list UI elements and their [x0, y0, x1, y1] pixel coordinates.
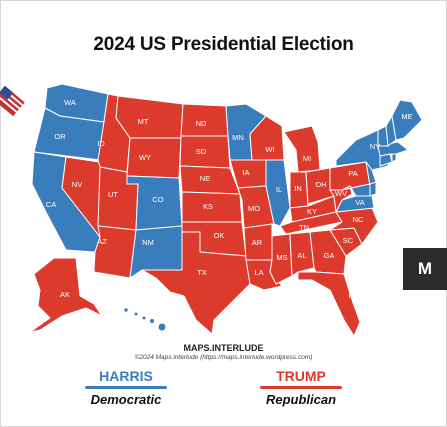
label-IN: IN	[294, 184, 302, 193]
label-GA: GA	[324, 251, 335, 260]
label-TN: TN	[299, 223, 309, 232]
label-MO: MO	[248, 204, 260, 213]
label-IA: IA	[242, 168, 249, 177]
label-OH: OH	[315, 180, 326, 189]
label-NM: NM	[142, 238, 154, 247]
label-MI: MI	[303, 154, 311, 163]
state-DE	[369, 181, 377, 197]
label-SD: SD	[196, 147, 207, 156]
label-AR: AR	[252, 238, 263, 247]
state-MI	[283, 125, 321, 173]
label-PA: PA	[348, 169, 357, 178]
label-NC: NC	[353, 215, 364, 224]
legend-trump-bar	[260, 386, 342, 389]
legend-harris-bar	[85, 386, 167, 389]
label-WA: WA	[64, 98, 76, 107]
label-CO: CO	[152, 195, 163, 204]
state-AL	[289, 231, 315, 277]
label-KY: KY	[307, 207, 317, 216]
label-MS: MS	[276, 253, 287, 262]
state-ME	[391, 99, 423, 141]
state-AK	[29, 257, 103, 333]
label-MT: MT	[138, 117, 149, 126]
maps-interlude-logo-icon: M	[403, 248, 447, 290]
state-labels: WA OR CA NV ID MT WY UT AZ CO NM ND SD N…	[46, 98, 413, 300]
legend-harris-name: HARRIS	[99, 368, 153, 384]
label-WV: WV	[335, 189, 347, 198]
label-FL: FL	[349, 291, 358, 300]
state-FL	[297, 271, 361, 337]
state-NC	[329, 207, 379, 245]
label-IL: IL	[276, 185, 282, 194]
label-AL: AL	[297, 251, 306, 260]
label-KS: KS	[203, 202, 213, 211]
legend-trump-party: Republican	[265, 392, 337, 407]
label-WY: WY	[139, 153, 151, 162]
state-TX	[141, 231, 251, 335]
page-title: 2024 US Presidential Election	[93, 34, 354, 55]
label-LA: LA	[254, 268, 263, 277]
label-NE: NE	[200, 174, 210, 183]
label-ID: ID	[97, 139, 105, 148]
label-ND: ND	[196, 119, 207, 128]
legend-harris-party: Democratic	[90, 392, 162, 407]
label-NY: NY	[370, 142, 380, 151]
state-MD	[341, 183, 371, 197]
label-SC: SC	[343, 236, 354, 245]
state-AZ	[93, 225, 137, 279]
label-MN: MN	[232, 133, 244, 142]
credit-copyright: ©2024 Maps.interlude (https://maps.inter…	[134, 354, 313, 361]
label-OK: OK	[214, 231, 225, 240]
label-UT: UT	[108, 190, 118, 199]
state-NY	[335, 129, 389, 171]
label-VA: VA	[355, 198, 364, 207]
state-MT	[115, 95, 184, 139]
us-flag-icon	[0, 83, 27, 120]
label-OR: OR	[54, 132, 66, 141]
label-CA: CA	[46, 200, 56, 209]
legend-trump-name: TRUMP	[276, 368, 326, 384]
state-HI	[123, 307, 167, 332]
credit-brand: MAPS.INTERLUDE	[183, 343, 264, 353]
state-WY	[126, 137, 182, 179]
label-ME: ME	[401, 112, 412, 121]
label-WI: WI	[265, 145, 274, 154]
state-RI	[391, 153, 397, 163]
label-TX: TX	[197, 268, 207, 277]
label-AZ: AZ	[97, 237, 107, 246]
label-NV: NV	[72, 180, 82, 189]
label-AK: AK	[60, 290, 70, 299]
